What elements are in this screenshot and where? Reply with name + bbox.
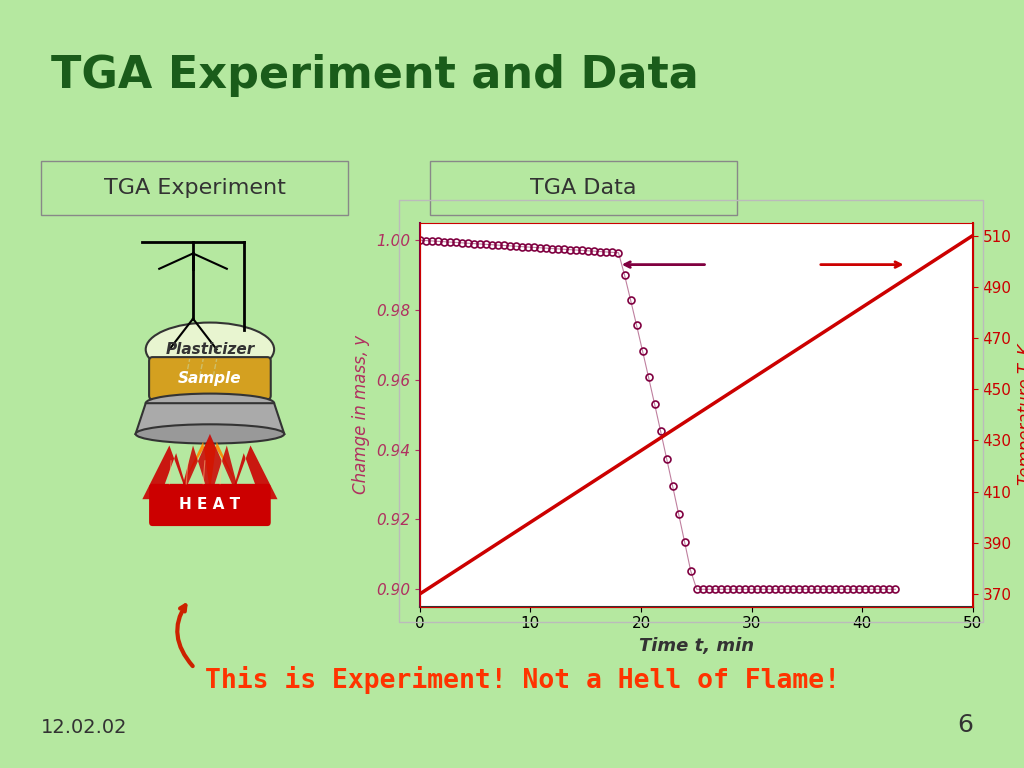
Ellipse shape	[135, 424, 285, 444]
Text: Sample: Sample	[178, 371, 242, 386]
Y-axis label: Chamge in mass, y: Chamge in mass, y	[352, 335, 371, 495]
Polygon shape	[183, 438, 237, 492]
X-axis label: Time t, min: Time t, min	[639, 637, 754, 655]
Text: TGA Data: TGA Data	[530, 178, 637, 198]
Text: 6: 6	[956, 713, 973, 737]
Ellipse shape	[145, 393, 274, 413]
Text: Plasticizer: Plasticizer	[165, 342, 255, 357]
Polygon shape	[176, 434, 244, 511]
Text: TGA Experiment and Data: TGA Experiment and Data	[51, 54, 699, 97]
FancyBboxPatch shape	[150, 484, 270, 526]
Y-axis label: Temperature T, K: Temperature T, K	[1017, 344, 1024, 485]
Text: 12.02.02: 12.02.02	[41, 718, 127, 737]
Text: H E A T: H E A T	[179, 498, 241, 512]
Polygon shape	[135, 403, 285, 434]
Text: TGA Experiment: TGA Experiment	[103, 178, 286, 198]
FancyBboxPatch shape	[150, 357, 270, 399]
Polygon shape	[227, 445, 278, 511]
Ellipse shape	[145, 323, 274, 376]
Text: This is Experiment! Not a Hell of Flame!: This is Experiment! Not a Hell of Flame!	[205, 666, 840, 694]
Polygon shape	[142, 445, 194, 511]
